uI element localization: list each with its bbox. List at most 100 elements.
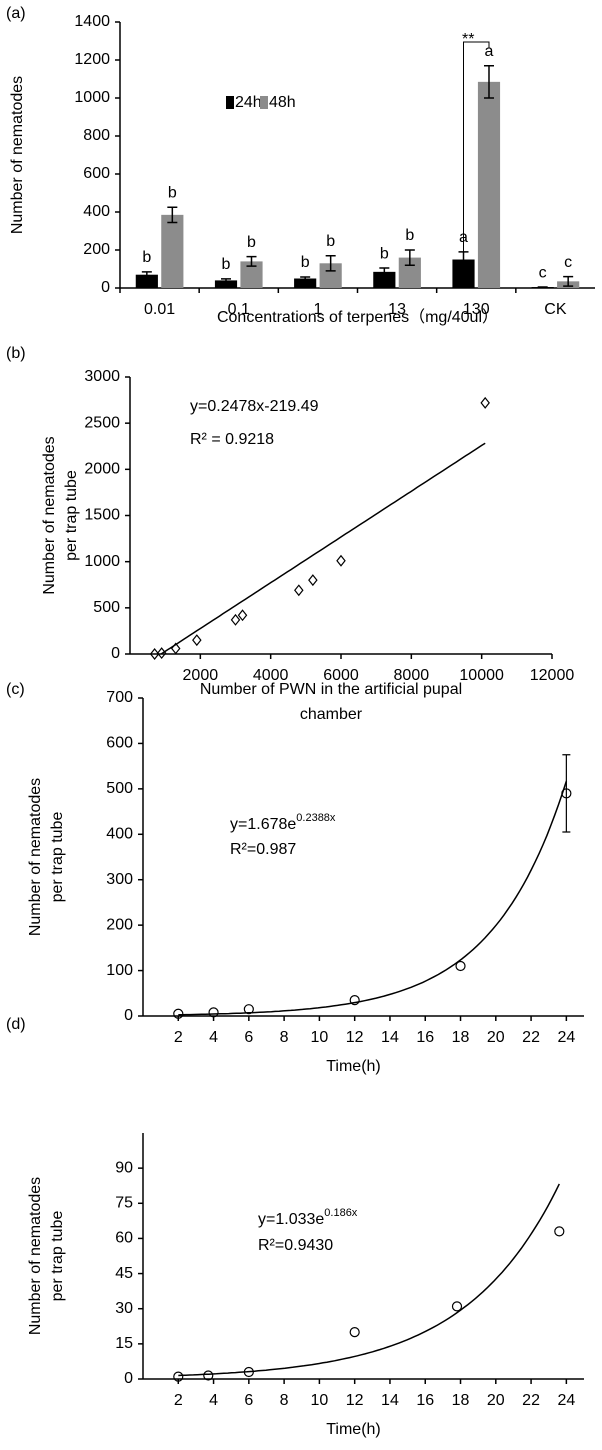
bar [319, 263, 342, 288]
point [208, 1007, 219, 1018]
x-tick-label: 20 [487, 1029, 505, 1046]
x-tick-label: 2 [174, 1392, 183, 1409]
y-tick-label: 45 [115, 1265, 133, 1282]
point [554, 1226, 565, 1237]
point [156, 647, 167, 660]
equation-exponent: 0.186x [324, 1207, 358, 1219]
y-tick-label: 1000 [74, 89, 110, 106]
point [243, 1366, 254, 1378]
y-tick-label: 0 [111, 645, 120, 662]
y-tick-label: 0 [124, 1370, 133, 1387]
x-tick-label: 12000 [530, 667, 575, 684]
equation-exponent: 0.2388x [296, 812, 336, 824]
point [237, 609, 248, 622]
y-tick-label: 90 [115, 1159, 133, 1176]
error-bar [300, 276, 311, 281]
bracket [463, 41, 490, 254]
equation-base: y=0.2478x-219.49 [190, 398, 319, 415]
x-tick-label: 10 [311, 1392, 329, 1409]
y-tick-label: 500 [106, 780, 133, 797]
significance-letter: a [485, 43, 494, 60]
y-tick-label: 600 [83, 165, 110, 182]
significance-letter: b [326, 233, 335, 250]
y-axis-label: per trap tube [49, 1211, 66, 1302]
equation-base: y=1.033e [258, 1211, 324, 1228]
x-tick-label: 20 [487, 1392, 505, 1409]
legend-swatch [226, 96, 234, 109]
legend-label: 48h [269, 94, 296, 111]
y-tick-label: 2500 [84, 414, 120, 431]
x-tick-label: 1 [313, 301, 322, 318]
error-bar [141, 271, 152, 279]
x-tick-label: 14 [381, 1392, 399, 1409]
error-bar [325, 254, 336, 272]
x-axis-label: Time(h) [326, 1058, 381, 1075]
y-tick-label: 75 [115, 1195, 133, 1212]
x-tick-label: CK [544, 301, 567, 318]
fit-equation: y=1.678e0.2388x [230, 812, 336, 833]
y-tick-label: 700 [106, 689, 133, 706]
x-tick-label: 10 [311, 1029, 329, 1046]
x-axis-label: Number of PWN in the artificial pupal [200, 681, 462, 698]
x-tick-label: 8000 [394, 667, 430, 684]
x-tick-label: 24 [557, 1029, 575, 1046]
y-tick-label: 30 [115, 1300, 133, 1317]
x-tick-label: 4 [209, 1392, 218, 1409]
error-bar [379, 267, 390, 277]
legend-label: 24h [235, 94, 262, 111]
fit-equation: y=1.033e0.186x [258, 1207, 358, 1228]
y-axis-label: per trap tube [63, 470, 80, 561]
bar [294, 278, 317, 288]
y-tick-label: 2000 [84, 461, 120, 478]
y-tick-label: 400 [106, 826, 133, 843]
fit-r2: R²=0.987 [230, 841, 296, 858]
x-tick-label: 12 [346, 1392, 364, 1409]
fit-curve [178, 1183, 560, 1377]
y-tick-label: 300 [106, 871, 133, 888]
significance-letter: b [142, 249, 151, 266]
point [173, 1371, 184, 1382]
bar [477, 81, 501, 288]
y-axis-label: Number of nematodes [27, 1177, 44, 1335]
y-tick-label: 800 [83, 127, 110, 144]
point [243, 1004, 254, 1015]
significance-letter: b [168, 184, 177, 201]
error-bar [483, 64, 494, 99]
x-tick-label: 10000 [459, 667, 504, 684]
bar [214, 280, 238, 288]
point [173, 1008, 184, 1019]
x-tick-label: 6 [244, 1392, 253, 1409]
y-tick-label: 0 [101, 279, 110, 296]
panel-label: (b) [6, 345, 26, 362]
point [230, 613, 241, 626]
error-bar [221, 278, 232, 283]
y-tick-label: 1200 [74, 51, 110, 68]
x-axis-label: Time(h) [326, 1421, 381, 1438]
x-tick-label: 130 [463, 301, 490, 318]
panel-label: (a) [6, 5, 26, 22]
significance-letter: b [380, 245, 389, 262]
point [336, 554, 346, 567]
equation-base: y=1.678e [230, 816, 296, 833]
error-bar [246, 255, 257, 267]
significance-letter: c [564, 254, 572, 271]
y-tick-label: 1000 [84, 553, 120, 570]
y-tick-label: 400 [83, 203, 110, 220]
y-axis-label: Number of nematodes [27, 778, 44, 936]
point [294, 584, 304, 597]
point [349, 1327, 360, 1338]
fit-r2: R²=0.9430 [258, 1237, 333, 1254]
bar [161, 214, 184, 288]
x-tick-label: 14 [381, 1029, 399, 1046]
significance-letter: b [405, 227, 414, 244]
y-tick-label: 200 [83, 241, 110, 258]
significance-letter: b [301, 254, 310, 271]
x-tick-label: 24 [557, 1392, 575, 1409]
x-tick-label: 8 [280, 1392, 289, 1409]
x-tick-label: 18 [452, 1392, 470, 1409]
error-bar [562, 754, 571, 833]
y-axis-label: Number of nematodes [9, 76, 26, 234]
point [203, 1370, 214, 1381]
error-bar [404, 249, 415, 266]
